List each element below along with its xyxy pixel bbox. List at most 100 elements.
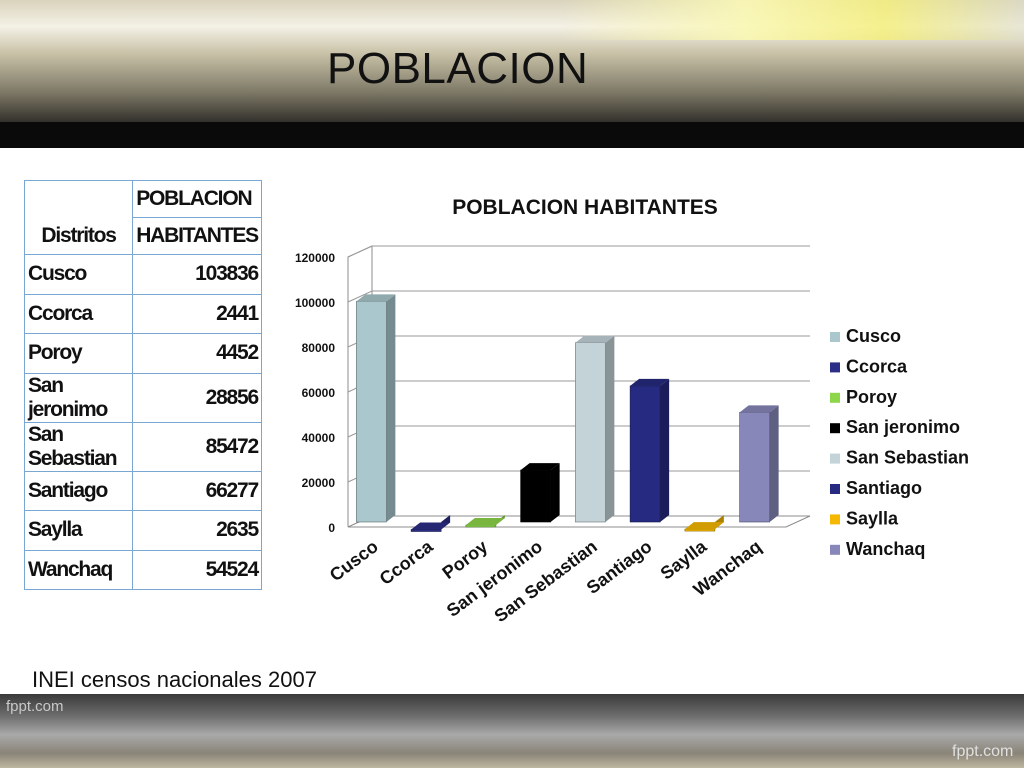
table-header-row-2: HABITANTES: [25, 217, 262, 255]
y-tick-label: 120000: [295, 251, 335, 265]
footer-band: [0, 694, 1024, 768]
bar-front: [684, 528, 716, 532]
table-row: San jeronimo 28856: [23, 372, 262, 423]
legend-label: Poroy: [846, 387, 897, 407]
legend-label: Cusco: [846, 326, 901, 346]
chart-legend: Cusco Ccorca Poroy San jeronimo San Sebastia…: [830, 326, 969, 559]
table-row: Ccorca 2441: [23, 293, 262, 334]
chart-title: POBLACION HABITANTES: [452, 196, 718, 219]
table-row: Wanchaq 54524: [23, 549, 262, 590]
slide-title: POBLACION: [327, 44, 589, 93]
watermark-right: fppt.com: [952, 743, 1014, 760]
bar-ccorca: [410, 515, 451, 532]
legend-label: Santiago: [846, 478, 922, 498]
y-tick-label: 20000: [302, 476, 336, 490]
bar-top: [356, 294, 396, 302]
legend-label: Saylla: [846, 508, 899, 528]
bar-front: [739, 412, 770, 523]
y-tick-label: 40000: [302, 431, 336, 445]
bar-side: [769, 405, 779, 522]
bar-wanchaq: [739, 405, 779, 523]
bar-poroy: [465, 515, 505, 528]
cell-habitantes: 2635: [132, 510, 262, 551]
table-row: Cusco 103836: [23, 254, 262, 295]
legend-item: Ccorca: [830, 356, 908, 376]
table-row: Saylla 2635: [23, 510, 262, 551]
bar-top: [520, 463, 560, 471]
bar-top: [739, 405, 779, 413]
legend-swatch: [830, 544, 840, 555]
header-habitantes: HABITANTES: [132, 217, 262, 255]
bar-front: [356, 301, 387, 523]
population-bar-chart: POBLACION HABITANTES 0 20000 40000 60000 800…: [295, 196, 969, 627]
bar-top: [684, 522, 724, 530]
source-note: INEI censos nacionales 2007: [32, 667, 317, 692]
legend-item: San jeronimo: [830, 417, 960, 437]
x-tick-label: Cusco: [326, 536, 382, 585]
bar-side: [660, 378, 670, 522]
y-tick-label: 80000: [302, 341, 336, 355]
bar-santiago: [629, 378, 670, 523]
y-tick-label: 100000: [295, 296, 335, 310]
watermark-left: fppt.com: [6, 698, 64, 715]
legend-item: Cusco: [830, 326, 901, 346]
legend-swatch: [830, 362, 840, 373]
cell-distrito: San Sebastian: [23, 421, 134, 472]
legend-item: Wanchaq: [830, 539, 925, 559]
legend-swatch: [830, 392, 840, 403]
table-row: Santiago 66277: [23, 470, 262, 511]
cell-habitantes: 85472: [132, 421, 262, 472]
header-distritos: Distritos: [23, 180, 134, 255]
cell-habitantes: 28856: [132, 372, 262, 423]
bar-san-sebastian: [575, 335, 615, 523]
cell-distrito: Santiago: [23, 470, 134, 511]
legend-item: Poroy: [830, 387, 897, 407]
bar-san-jeronimo: [520, 463, 560, 523]
legend-swatch: [830, 453, 840, 464]
bar-side: [605, 335, 615, 522]
cell-distrito: San jeronimo: [23, 372, 134, 423]
cell-habitantes: 54524: [132, 549, 262, 590]
header-light-streak: [560, 0, 1024, 40]
legend-label: Wanchaq: [846, 539, 925, 559]
bar-front: [629, 385, 661, 523]
header-poblacion: POBLACION: [132, 180, 262, 218]
gridline: [347, 290, 810, 303]
x-tick-label: Ccorca: [376, 536, 438, 589]
bar-front: [465, 524, 497, 528]
population-table: Distritos POBLACION HABITANTES Cusco 1038…: [23, 180, 262, 590]
legend-swatch: [830, 332, 840, 342]
cell-distrito: Wanchaq: [23, 549, 134, 590]
cell-distrito: Ccorca: [23, 293, 134, 334]
table-header-row-1: Distritos POBLACION: [23, 180, 262, 255]
cell-habitantes: 2441: [132, 293, 262, 334]
legend-swatch: [830, 514, 840, 525]
bar-front: [575, 342, 606, 523]
cell-habitantes: 4452: [132, 333, 262, 374]
cell-distrito: Poroy: [23, 333, 134, 374]
bar-front: [520, 469, 551, 523]
bar-front: [410, 529, 442, 532]
legend-item: San Sebastian: [830, 448, 969, 468]
y-axis-ticks: 0 20000 40000 60000 80000 100000 120000: [295, 251, 335, 535]
legend-label: Ccorca: [846, 356, 908, 376]
legend-item: Santiago: [830, 478, 922, 498]
y-tick-label: 0: [328, 521, 335, 535]
y-tick-label: 60000: [302, 386, 336, 400]
cell-habitantes: 66277: [132, 470, 262, 511]
bar-saylla: [684, 515, 724, 532]
gridline: [347, 245, 810, 258]
chart-bars: [356, 294, 779, 532]
legend-swatch: [830, 423, 840, 434]
legend-item: Saylla: [830, 508, 899, 528]
cell-distrito: Cusco: [23, 254, 134, 295]
cell-distrito: Saylla: [23, 510, 134, 551]
cell-habitantes: 103836: [132, 254, 262, 295]
bar-top: [630, 378, 670, 386]
bar-cusco: [356, 294, 396, 523]
bar-side: [550, 463, 560, 522]
header-dark-strip: [0, 122, 1024, 148]
table-row: San Sebastian 85472: [23, 421, 262, 472]
legend-swatch: [830, 484, 840, 494]
